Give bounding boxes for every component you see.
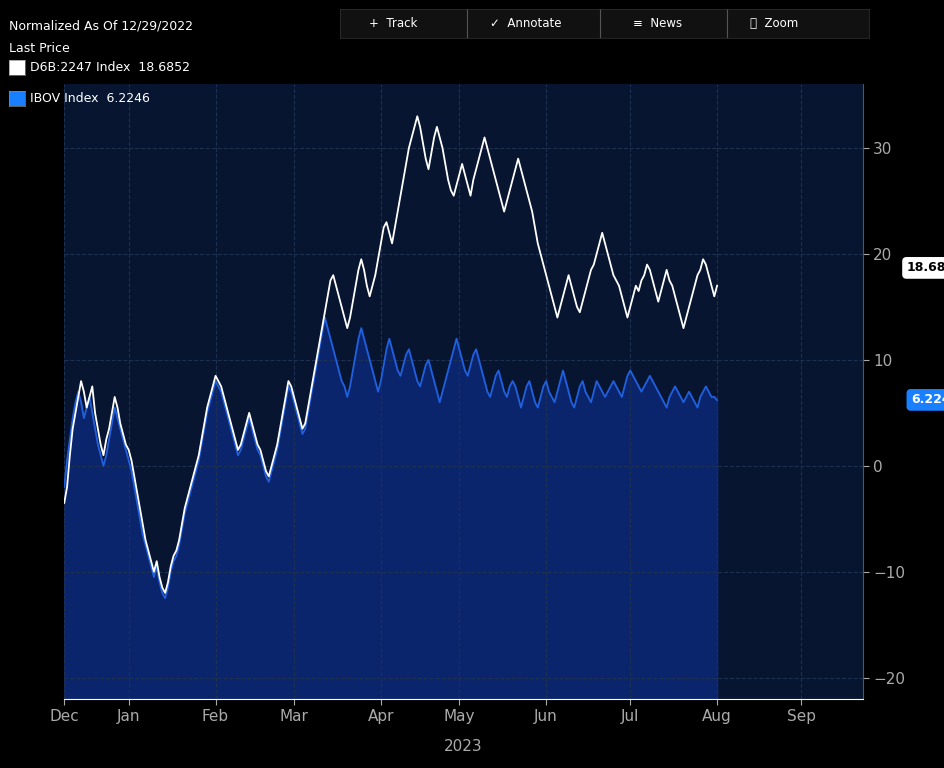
Text: 2023: 2023 (444, 739, 482, 754)
Text: ✓  Annotate: ✓ Annotate (489, 18, 561, 30)
Text: +  Track: + Track (368, 18, 417, 30)
Text: Last Price: Last Price (9, 42, 70, 55)
Text: Normalized As Of 12/29/2022: Normalized As Of 12/29/2022 (9, 19, 194, 32)
Text: IBOV Index  6.2246: IBOV Index 6.2246 (30, 92, 150, 104)
Text: ⌕  Zoom: ⌕ Zoom (750, 18, 798, 30)
Text: 18.6852: 18.6852 (905, 261, 944, 274)
Text: 6.2246: 6.2246 (910, 393, 944, 406)
Text: ≡  News: ≡ News (632, 18, 682, 30)
Text: D6B:2247 Index  18.6852: D6B:2247 Index 18.6852 (30, 61, 190, 74)
